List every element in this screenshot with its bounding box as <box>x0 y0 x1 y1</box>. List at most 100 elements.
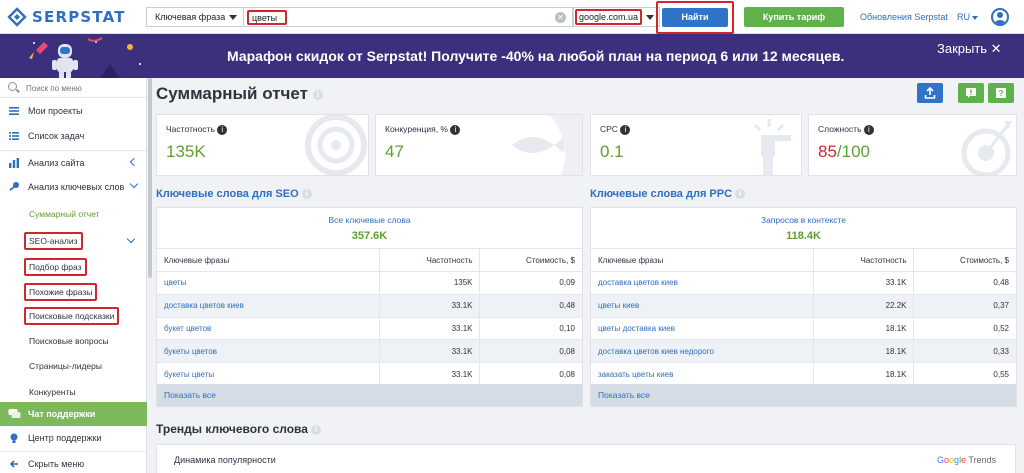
sidebar-item-keyword-analysis[interactable]: Анализ ключевых слов <box>0 175 147 199</box>
find-button[interactable]: Найти <box>662 8 728 27</box>
cost-cell: 0,52 <box>913 317 1016 341</box>
clear-icon[interactable]: ✕ <box>555 12 566 23</box>
sidebar-item-tasks[interactable]: Список задач <box>0 124 147 148</box>
find-button-highlight: Найти <box>656 1 734 34</box>
keyword-link[interactable]: доставка цветов киев <box>591 271 814 295</box>
keyword-link[interactable]: доставка цветов киев <box>157 294 380 318</box>
report-issue-button[interactable]: ? <box>988 83 1014 103</box>
sidebar-item-label: Анализ ключевых слов <box>28 182 125 192</box>
column-header[interactable]: Частотность <box>813 248 914 272</box>
sidebar-sub-search-suggestions[interactable]: Поисковые подсказки <box>24 307 120 325</box>
stat-value: 0.1 <box>600 142 624 161</box>
sidebar-item-label: Мои проекты <box>28 106 83 116</box>
fish-illustration-icon <box>512 115 582 175</box>
sidebar-item-site-analysis[interactable]: Анализ сайта <box>0 150 147 174</box>
context-queries-link[interactable]: Запросов в контексте <box>760 215 847 225</box>
sidebar-support-center[interactable]: Центр поддержки <box>0 426 147 450</box>
key-icon <box>9 182 19 191</box>
ppc-section-title: Ключевые слова для PPC i <box>590 188 746 200</box>
sidebar-support-chat[interactable]: Чат поддержки <box>0 402 147 426</box>
info-icon[interactable]: i <box>735 189 746 200</box>
stat-label: Сложность i <box>818 124 874 135</box>
sidebar-sub-similar-phrases[interactable]: Похожие фразы <box>24 283 98 301</box>
stat-value: 47 <box>385 142 404 161</box>
ppc-show-all-bar[interactable]: Показать все <box>591 384 1016 406</box>
chart-icon <box>9 158 19 168</box>
column-header[interactable]: Ключевые фразы <box>157 248 380 272</box>
sidebar-search-input[interactable] <box>26 82 136 94</box>
info-icon[interactable]: i <box>620 124 631 135</box>
info-icon[interactable]: i <box>312 89 323 100</box>
keyword-link[interactable]: букеты цветы <box>157 362 380 386</box>
trends-panel: Динамика популярности Google Trends <box>156 444 1016 473</box>
sidebar-sub-seo-analysis[interactable]: SEO-анализ <box>24 232 83 250</box>
show-all-link[interactable]: Показать все <box>598 390 650 400</box>
updates-link[interactable]: Обновления Serpstat <box>860 12 948 22</box>
database-select[interactable]: google.com.ua <box>573 7 660 27</box>
export-button[interactable] <box>917 83 943 103</box>
sidebar-hide-menu[interactable]: Скрыть меню <box>0 451 147 473</box>
seo-keywords-table: Ключевые фразы Частотность Стоимость, $ … <box>157 248 582 386</box>
sidebar-search[interactable] <box>0 78 147 98</box>
cost-cell: 0,37 <box>913 294 1016 318</box>
sidebar: Мои проекты Список задач Анализ сайта Ан… <box>0 78 147 473</box>
frequency-cell: 33.1K <box>813 271 914 295</box>
sidebar-item-label: Список задач <box>28 131 85 141</box>
info-icon[interactable]: i <box>311 424 322 435</box>
info-icon[interactable]: i <box>863 124 874 135</box>
table-row: цветы 135K 0,09 <box>157 271 582 295</box>
table-row: доставка цветов киев 33.1K 0,48 <box>591 271 1016 295</box>
keyword-link[interactable]: цветы <box>157 271 380 295</box>
keyword-link[interactable]: заказать цветы киев <box>591 362 814 386</box>
message-alert-icon <box>966 88 976 98</box>
info-icon[interactable]: i <box>450 124 461 135</box>
sidebar-sub-search-questions[interactable]: Поисковые вопросы <box>29 336 109 346</box>
sidebar-item-projects[interactable]: Мои проекты <box>0 99 147 123</box>
keyword-link[interactable]: букеты цветов <box>157 339 380 364</box>
keyword-link[interactable]: цветы доставка киев <box>591 317 814 341</box>
sidebar-sub-top-pages[interactable]: Страницы-лидеры <box>29 361 102 371</box>
language-select[interactable]: RU <box>957 12 978 22</box>
sidebar-sub-competitors[interactable]: Конкуренты <box>29 387 76 397</box>
cost-cell: 0,55 <box>913 362 1016 386</box>
trends-section-title: Тренды ключевого слова i <box>156 422 322 436</box>
column-header[interactable]: Частотность <box>379 248 480 272</box>
buy-plan-button[interactable]: Купить тариф <box>744 7 844 27</box>
keyword-link[interactable]: цветы киев <box>591 294 814 318</box>
sidebar-scrollbar[interactable] <box>148 78 152 278</box>
all-keywords-link[interactable]: Все ключевые слова <box>328 215 411 225</box>
promo-close-button[interactable]: Закрыть ✕ <box>937 41 1002 56</box>
radar-illustration-icon <box>305 115 367 175</box>
sidebar-sub-summary[interactable]: Суммарный отчет <box>29 209 100 219</box>
table-row: букеты цветы 33.1K 0,08 <box>157 362 582 386</box>
info-icon[interactable]: i <box>301 189 312 200</box>
keyword-link[interactable]: доставка цветов киев недорого <box>591 339 814 364</box>
search-field[interactable]: ✕ <box>243 7 573 27</box>
page-title: Суммарный отчет i <box>156 84 323 104</box>
keyword-link[interactable]: букет цветов <box>157 317 380 341</box>
search-input[interactable] <box>247 10 287 25</box>
stat-card-cpc: CPC i 0.1 <box>590 114 802 176</box>
table-row: заказать цветы киев 18.1K 0,55 <box>591 362 1016 386</box>
frequency-cell: 18.1K <box>813 362 914 386</box>
stat-label: Частотность i <box>166 124 228 135</box>
stat-value: 85/100 <box>818 142 871 161</box>
lightbulb-illustration-icon <box>753 119 791 175</box>
cost-cell: 0,08 <box>479 362 582 386</box>
info-icon[interactable]: i <box>217 124 228 135</box>
show-all-link[interactable]: Показать все <box>164 390 216 400</box>
search-type-select[interactable]: Ключевая фраза <box>146 7 243 27</box>
column-header[interactable]: Стоимость, $ <box>913 248 1016 272</box>
chevron-down-icon <box>229 15 237 20</box>
user-avatar-icon[interactable] <box>991 8 1009 26</box>
stat-card-difficulty: Сложность i 85/100 <box>808 114 1017 176</box>
column-header[interactable]: Ключевые фразы <box>591 248 814 272</box>
feedback-button[interactable] <box>958 83 984 103</box>
frequency-cell: 18.1K <box>813 317 914 341</box>
column-header[interactable]: Стоимость, $ <box>479 248 582 272</box>
cost-cell: 0,09 <box>479 271 582 295</box>
logo[interactable]: SERPSTAT <box>6 7 126 27</box>
frequency-cell: 33.1K <box>379 294 480 318</box>
sidebar-sub-phrase-selection[interactable]: Подбор фраз <box>24 258 87 276</box>
seo-show-all-bar[interactable]: Показать все <box>157 384 582 406</box>
